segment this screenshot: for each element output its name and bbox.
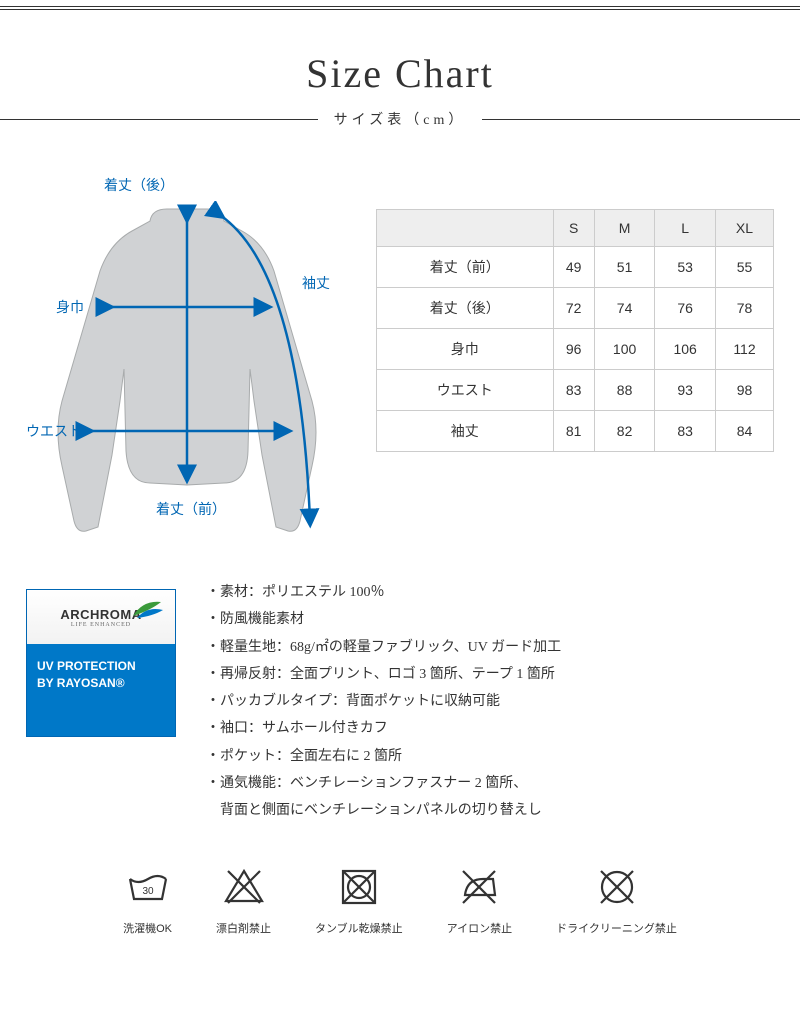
bullet-item: ・防風機能素材 [206, 606, 774, 633]
care-label: 漂白剤禁止 [216, 920, 271, 936]
table-cell: 袖丈 [377, 411, 554, 452]
main-row: 着丈（後） 袖丈 身巾 ウエスト 着丈（前） S M L XL 着丈（前）495… [0, 169, 800, 549]
size-table: S M L XL 着丈（前）49515355着丈（後）72747678身巾961… [376, 209, 774, 452]
label-waist: ウエスト [26, 421, 82, 441]
table-cell: 106 [655, 329, 716, 370]
bullet-item: ・再帰反射：全面プリント、ロゴ 3 箇所、テープ 1 箇所 [206, 661, 774, 688]
care-item-dryclean: ドライクリーニング禁止 [556, 865, 677, 936]
table-header: L [655, 210, 716, 247]
table-header-row: S M L XL [377, 210, 774, 247]
badge-line1: UV PROTECTION [37, 658, 165, 675]
badge-bottom: UV PROTECTION BY RAYOSAN® [27, 644, 175, 736]
bullet-item: ・袖口：サムホール付きカフ [206, 715, 774, 742]
table-cell: 着丈（前） [377, 247, 554, 288]
care-item-iron: アイロン禁止 [447, 865, 512, 936]
leaf-icon [129, 596, 165, 624]
label-width: 身巾 [56, 297, 84, 317]
table-cell: 100 [594, 329, 655, 370]
badge-tagline: LIFE ENHANCED [71, 622, 131, 628]
badge-line2: BY RAYOSAN® [37, 675, 165, 692]
table-header: S [553, 210, 594, 247]
wash-icon: 30 [126, 865, 170, 914]
table-cell: 83 [655, 411, 716, 452]
subtitle-line-left [0, 119, 318, 120]
table-cell: 96 [553, 329, 594, 370]
badge-top: ARCHROMA LIFE ENHANCED [27, 590, 175, 644]
care-label: アイロン禁止 [447, 920, 512, 936]
table-cell: 93 [655, 370, 716, 411]
care-row: 30 洗濯機OK 漂白剤禁止 タンブル乾燥禁止 アイロン禁止 ドライクリーニング禁止 [0, 835, 800, 976]
subtitle: サイズ表（cm） [318, 109, 483, 129]
table-row: 着丈（前）49515355 [377, 247, 774, 288]
table-cell: 82 [594, 411, 655, 452]
uv-badge: ARCHROMA LIFE ENHANCED UV PROTECTION BY … [26, 589, 176, 737]
table-header [377, 210, 554, 247]
label-front-length: 着丈（前） [156, 499, 226, 519]
table-cell: 78 [715, 288, 773, 329]
table-row: 着丈（後）72747678 [377, 288, 774, 329]
bullet-item: ・軽量生地：68g/㎡の軽量ファブリック、UV ガード加工 [206, 634, 774, 661]
bullet-item: ・ポケット：全面左右に 2 箇所 [206, 743, 774, 770]
details-row: ARCHROMA LIFE ENHANCED UV PROTECTION BY … [0, 549, 800, 835]
table-cell: 88 [594, 370, 655, 411]
table-header: M [594, 210, 655, 247]
care-item-bleach: 漂白剤禁止 [216, 865, 271, 936]
bullet-item: ・パッカブルタイプ：背面ポケットに収納可能 [206, 688, 774, 715]
bullet-item: ・通気機能：ベンチレーションファスナー 2 箇所、 [206, 770, 774, 797]
top-divider [0, 6, 800, 10]
page-title: Size Chart [0, 50, 800, 97]
care-label: ドライクリーニング禁止 [556, 920, 677, 936]
iron-icon [457, 865, 501, 914]
table-cell: 55 [715, 247, 773, 288]
bullet-item: 背面と側面にベンチレーションパネルの切り替えし [206, 797, 774, 824]
table-cell: 49 [553, 247, 594, 288]
tumble-icon [337, 865, 381, 914]
table-header: XL [715, 210, 773, 247]
care-item-tumble: タンブル乾燥禁止 [315, 865, 403, 936]
subtitle-wrap: サイズ表（cm） [0, 109, 800, 129]
dryclean-icon [595, 865, 639, 914]
table-cell: 74 [594, 288, 655, 329]
table-cell: 51 [594, 247, 655, 288]
bullet-item: ・素材：ポリエステル 100％ [206, 579, 774, 606]
table-row: 袖丈81828384 [377, 411, 774, 452]
bullet-list: ・素材：ポリエステル 100％・防風機能素材・軽量生地：68g/㎡の軽量ファブリ… [206, 579, 774, 825]
table-cell: ウエスト [377, 370, 554, 411]
care-label: タンブル乾燥禁止 [315, 920, 403, 936]
size-table-wrap: S M L XL 着丈（前）49515355着丈（後）72747678身巾961… [376, 169, 774, 452]
measurement-diagram: 着丈（後） 袖丈 身巾 ウエスト 着丈（前） [26, 169, 356, 549]
table-cell: 身巾 [377, 329, 554, 370]
bleach-icon [222, 865, 266, 914]
table-cell: 98 [715, 370, 773, 411]
table-cell: 112 [715, 329, 773, 370]
svg-text:30: 30 [142, 886, 154, 897]
subtitle-line-right [482, 119, 800, 120]
care-item-wash: 30 洗濯機OK [123, 865, 172, 936]
label-sleeve-length: 袖丈 [302, 273, 330, 293]
table-cell: 83 [553, 370, 594, 411]
table-row: 身巾96100106112 [377, 329, 774, 370]
care-label: 洗濯機OK [123, 920, 172, 936]
table-cell: 53 [655, 247, 716, 288]
table-cell: 84 [715, 411, 773, 452]
table-cell: 72 [553, 288, 594, 329]
table-cell: 81 [553, 411, 594, 452]
label-back-length: 着丈（後） [104, 175, 174, 195]
table-row: ウエスト83889398 [377, 370, 774, 411]
table-cell: 76 [655, 288, 716, 329]
table-cell: 着丈（後） [377, 288, 554, 329]
